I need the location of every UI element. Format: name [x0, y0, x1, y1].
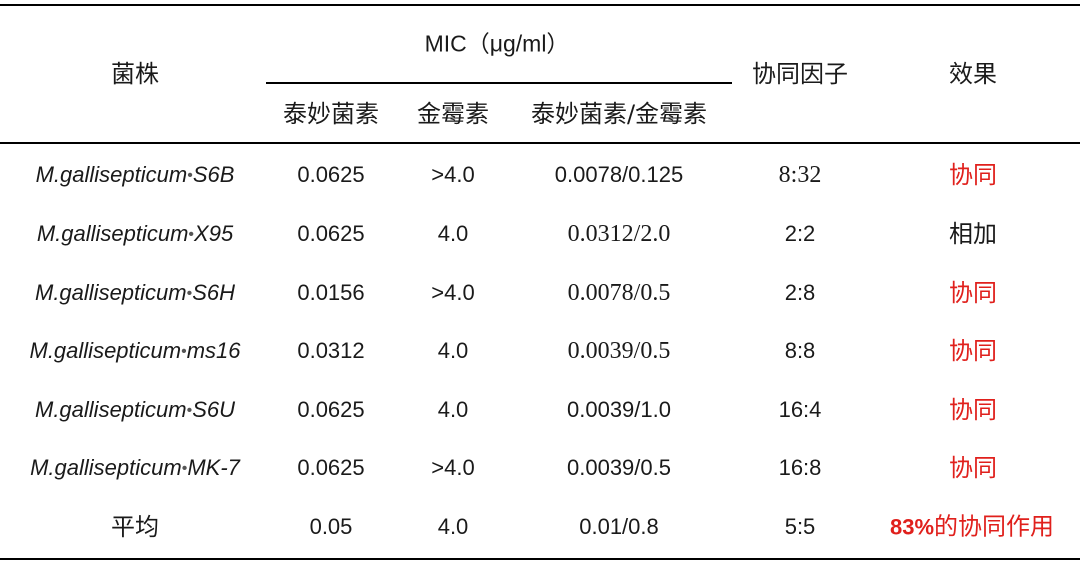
header-combo: 泰妙菌素/金霉素 [530, 100, 708, 128]
average-effect-percent: 83% [889, 514, 935, 540]
table-row-strain: M.gallisepticum•X95 [37, 223, 233, 245]
table-row-factor: 8:32 [778, 162, 822, 188]
average-label: 平均 [111, 513, 159, 541]
table-row-tiamulin: 0.0625 [297, 162, 365, 187]
strain-genus: M.gallisepticum [34, 397, 187, 422]
table-row-effect: 协同 [949, 161, 997, 189]
strain-code: S6U [192, 397, 236, 422]
table-row-chlortetracycline: >4.0 [431, 162, 475, 187]
average-combo: 0.01/0.8 [579, 514, 659, 539]
header-chlortetracycline: 金霉素 [417, 100, 489, 128]
table-row-combo: 0.0039/1.0 [567, 397, 671, 422]
table-row-effect: 协同 [949, 337, 997, 365]
separator-dot: • [181, 460, 188, 478]
header-tiamulin: 泰妙菌素 [283, 100, 379, 128]
separator-dot: • [188, 226, 195, 244]
table-row-combo: 0.0039/0.5 [567, 455, 671, 480]
separator-dot: • [187, 167, 193, 185]
table-row-tiamulin: 0.0312 [297, 338, 365, 363]
separator-dot: • [186, 285, 193, 303]
table-row-chlortetracycline: 4.0 [437, 221, 469, 246]
average-chlortetracycline: 4.0 [437, 514, 469, 539]
table-row-factor: 16:4 [778, 397, 822, 422]
table-row-tiamulin: 0.0156 [297, 280, 365, 305]
average-tiamulin: 0.05 [309, 514, 353, 539]
table-row-strain: M.gallisepticum•S6B [36, 164, 235, 186]
table-row-chlortetracycline: 4.0 [437, 397, 469, 422]
table-row-chlortetracycline: >4.0 [431, 455, 475, 480]
table-row-effect: 相加 [949, 220, 997, 248]
strain-genus: M.gallisepticum [29, 338, 182, 363]
strain-genus: M.gallisepticum [34, 280, 187, 305]
separator-dot: • [181, 343, 187, 361]
table-row-tiamulin: 0.0625 [297, 221, 365, 246]
table-row-effect: 协同 [949, 279, 997, 307]
table-row-strain: M.gallisepticum•ms16 [29, 340, 240, 362]
table-row-tiamulin: 0.0625 [297, 397, 365, 422]
table-row-factor: 2:8 [784, 280, 816, 305]
average-factor: 5:5 [784, 514, 816, 539]
table-row-combo: 0.0312/2.0 [567, 221, 671, 247]
table-row-combo: 0.0078/0.125 [554, 162, 684, 187]
table-row-factor: 8:8 [784, 338, 816, 363]
header-strain: 菌株 [111, 60, 159, 88]
strain-code: S6H [192, 280, 236, 305]
strain-code: X95 [194, 221, 234, 246]
strain-code: S6B [192, 162, 235, 187]
separator-dot: • [186, 402, 193, 420]
strain-genus: M.gallisepticum [36, 221, 189, 246]
table-row-factor: 2:2 [784, 221, 816, 246]
header-effect: 效果 [949, 60, 997, 88]
average-effect-text: 的协同作用 [934, 512, 1055, 541]
table-row-factor: 16:8 [778, 455, 822, 480]
strain-genus: M.gallisepticum [35, 162, 188, 187]
strain-code: MK-7 [187, 455, 240, 480]
table-row-strain: M.gallisepticum•S6U [35, 399, 235, 421]
table-row-effect: 协同 [949, 454, 997, 482]
header-synergy-factor: 协同因子 [752, 60, 848, 88]
mic-group-underline [266, 82, 732, 84]
table-row-strain: M.gallisepticum•MK-7 [30, 457, 240, 479]
strain-code: ms16 [186, 338, 241, 363]
table-row-combo: 0.0078/0.5 [567, 280, 671, 306]
header-mic-group: MIC（μg/ml） [424, 30, 570, 57]
table-row-effect: 协同 [949, 396, 997, 424]
table-row-tiamulin: 0.0625 [297, 455, 365, 480]
table-row-chlortetracycline: >4.0 [431, 280, 475, 305]
header-bottom-rule [0, 142, 1080, 144]
top-rule [0, 4, 1080, 6]
table-row-chlortetracycline: 4.0 [437, 338, 469, 363]
bottom-rule [0, 558, 1080, 560]
strain-genus: M.gallisepticum [30, 455, 182, 480]
average-effect: 83%的协同作用 [890, 515, 1054, 540]
table-row-combo: 0.0039/0.5 [567, 338, 671, 364]
table-row-strain: M.gallisepticum•S6H [35, 282, 235, 304]
